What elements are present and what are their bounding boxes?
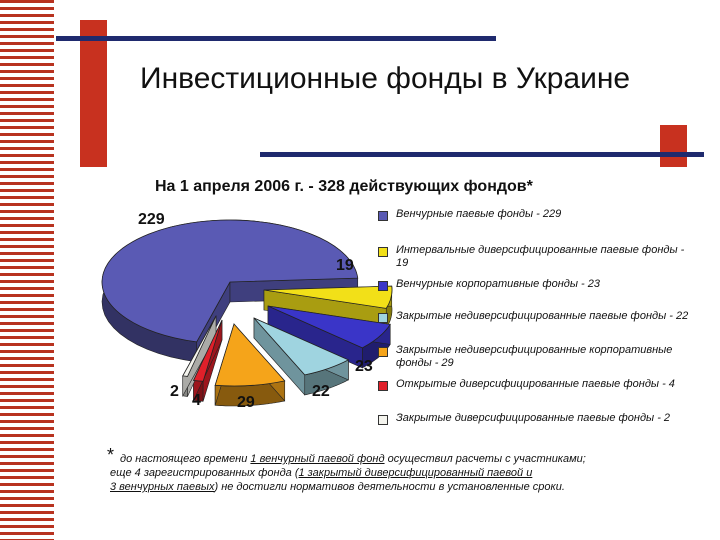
legend-label-5: Закрытые недиверсифицированные корпорати… [396, 344, 673, 369]
pie-value-label-6: 4 [192, 392, 201, 409]
legend-swatch-1 [378, 211, 388, 221]
pie-slice-3 [267, 305, 391, 349]
legend-label-3: Венчурные корпоративные фонды - 23 [396, 278, 600, 290]
legend-item-5: Закрытые недиверсифицированные корпорати… [378, 344, 698, 370]
legend-swatch-7 [378, 415, 388, 425]
footnote-star: * [107, 445, 115, 465]
pie-slice-4 [253, 317, 350, 376]
legend-label-1: Венчурные паевые фонды - 229 [396, 208, 562, 220]
pie-slice-7 [182, 315, 217, 377]
footnote-text-1: до настоящего времени [120, 453, 251, 465]
legend-item-2: Интервальные диверсифицированные паевые … [378, 244, 698, 270]
chart-title: На 1 апреля 2006 г. - 328 действующих фо… [155, 178, 533, 195]
pie-slice-1 [101, 219, 359, 343]
legend-swatch-5 [378, 347, 388, 357]
pie-value-label-1: 229 [138, 211, 165, 228]
footnote-underlined-1: 1 венчурный паевой фонд [250, 453, 385, 465]
footnote: * до настоящего времени 1 венчурный паев… [107, 446, 700, 494]
stripes-edge [54, 0, 56, 540]
legend-swatch-3 [378, 281, 388, 291]
footnote-underlined-3: 3 венчурных паевых [110, 481, 215, 493]
decorative-stripes [0, 0, 54, 540]
legend-label-7: Закрытые диверсифицированные паевые фонд… [396, 412, 671, 424]
decorative-red-block [80, 20, 107, 167]
legend-swatch-6 [378, 381, 388, 391]
pie-value-label-4: 22 [312, 383, 330, 400]
footnote-underlined-2: 1 закрытый диверсифицированный паевой и [298, 467, 533, 479]
decorative-middle-bar [260, 152, 704, 157]
footnote-text-3: еще 4 зарегистрированных фонда ( [110, 467, 299, 479]
pie-slice-5 [214, 323, 286, 387]
pie-slice-6 [192, 319, 223, 382]
legend-item-7: Закрытые диверсифицированные паевые фонд… [378, 412, 698, 425]
legend-swatch-4 [378, 313, 388, 323]
decorative-red-block-small [660, 125, 687, 167]
footnote-text-2: осуществил расчеты с участниками; [384, 453, 586, 465]
decorative-top-bar [56, 36, 496, 41]
pie-value-label-5: 29 [237, 394, 255, 411]
legend-item-3: Венчурные корпоративные фонды - 23 [378, 278, 698, 291]
legend-item-4: Закрытые недиверсифицированные паевые фо… [378, 310, 698, 323]
pie-value-label-2: 19 [336, 257, 354, 274]
footnote-text-4: ) не достигли нормативов деятельности в … [214, 481, 565, 493]
legend-label-4: Закрытые недиверсифицированные паевые фо… [396, 310, 689, 322]
legend-label-2: Интервальные диверсифицированные паевые … [396, 244, 685, 269]
pie-slice-2 [263, 285, 393, 309]
legend-item-6: Открытые диверсифицированные паевые фонд… [378, 378, 698, 391]
slide-title: Инвестиционные фонды в Украине [140, 62, 631, 95]
legend-label-6: Открытые диверсифицированные паевые фонд… [396, 378, 675, 390]
pie-value-label-7: 2 [170, 383, 179, 400]
pie-value-label-3: 23 [355, 358, 373, 375]
legend-swatch-2 [378, 247, 388, 257]
legend-item-1: Венчурные паевые фонды - 229 [378, 208, 698, 221]
